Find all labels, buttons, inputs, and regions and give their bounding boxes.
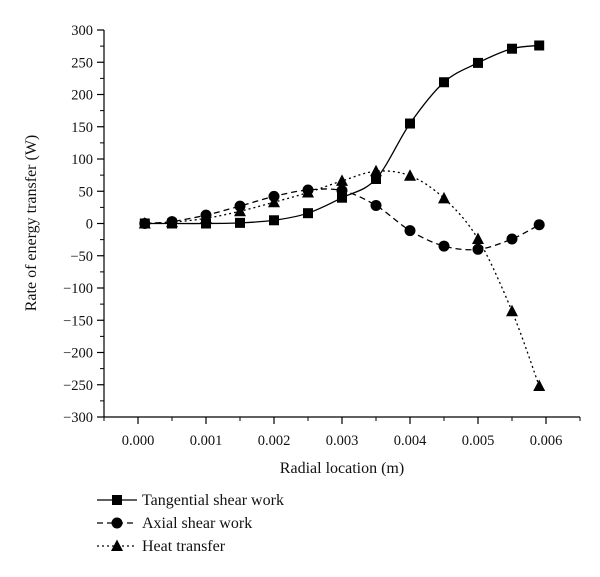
- data-point: [507, 43, 517, 54]
- series-square: [139, 40, 545, 229]
- legend-label: Tangential shear work: [142, 492, 284, 509]
- data-point: [472, 243, 484, 255]
- data-point: [166, 215, 178, 228]
- y-tick-label: −250: [63, 378, 93, 394]
- series-layer: [138, 40, 546, 392]
- y-tick-label: 50: [79, 184, 94, 200]
- data-point: [234, 204, 246, 217]
- x-tick-label: 0.003: [326, 433, 359, 449]
- data-point: [370, 199, 382, 211]
- data-point: [337, 192, 347, 203]
- y-tick-label: −150: [63, 313, 93, 329]
- data-point: [336, 185, 348, 197]
- data-point: [138, 217, 151, 229]
- data-point: [472, 232, 484, 244]
- y-tick-label: 200: [71, 88, 93, 104]
- data-point: [438, 191, 450, 204]
- y-tick-label: −300: [63, 410, 93, 426]
- data-point: [404, 225, 416, 237]
- x-tick-label: 0.006: [530, 433, 563, 449]
- data-point: [404, 169, 416, 181]
- legend-marker: [112, 495, 122, 505]
- data-point: [371, 173, 381, 184]
- x-axis: 0.000 0.001 0.002 0.003 0.004 0.005 0.006 Radi…: [103, 416, 581, 477]
- data-point: [438, 240, 450, 252]
- y-tick-label: 100: [71, 152, 93, 168]
- y-tick-label: 250: [71, 55, 93, 71]
- x-tick-label: 0.004: [394, 433, 427, 449]
- data-point: [506, 233, 518, 245]
- x-tick-label: 0.001: [190, 433, 223, 449]
- data-point: [370, 164, 382, 177]
- series-triangle: [138, 164, 546, 392]
- legend-label: Heat transfer: [142, 538, 226, 555]
- y-axis: 300 250 200 150 100 50 0 −50 −100 −150 −200 −250 −30…: [23, 23, 105, 426]
- data-point: [533, 379, 546, 392]
- x-tick-label: 0.000: [122, 433, 155, 449]
- data-point: [303, 208, 313, 219]
- x-axis-title: Radial location (m): [280, 460, 404, 477]
- data-point: [201, 218, 211, 229]
- y-tick-label: 300: [71, 23, 93, 39]
- y-tick-label: −100: [63, 281, 93, 297]
- data-point: [405, 118, 415, 129]
- y-axis-title: Rate of energy transfer (W): [23, 135, 40, 312]
- data-point: [200, 211, 212, 224]
- data-point: [439, 77, 449, 88]
- x-tick-label: 0.005: [462, 433, 495, 449]
- data-point: [268, 195, 280, 208]
- legend-item: Tangential shear work: [97, 492, 284, 509]
- legend-marker: [111, 517, 123, 529]
- series-line: [144, 170, 540, 387]
- y-tick-label: 150: [71, 120, 93, 136]
- y-tick-label: −50: [70, 249, 93, 265]
- data-point: [506, 304, 518, 317]
- x-tick-label: 0.002: [258, 433, 291, 449]
- legend-label: Axial shear work: [142, 515, 252, 532]
- data-point: [302, 186, 314, 198]
- legend: Tangential shear work Axial shear work Hea…: [97, 492, 284, 555]
- data-point: [235, 217, 245, 228]
- legend-item: Heat transfer: [97, 538, 226, 555]
- data-point: [269, 215, 279, 226]
- y-tick-label: −200: [63, 346, 93, 362]
- legend-marker: [111, 539, 123, 551]
- data-point: [534, 40, 545, 51]
- data-point: [336, 174, 348, 186]
- data-point: [533, 219, 545, 231]
- y-tick-label: 0: [86, 217, 93, 233]
- data-point: [473, 57, 483, 68]
- legend-item: Axial shear work: [97, 515, 252, 532]
